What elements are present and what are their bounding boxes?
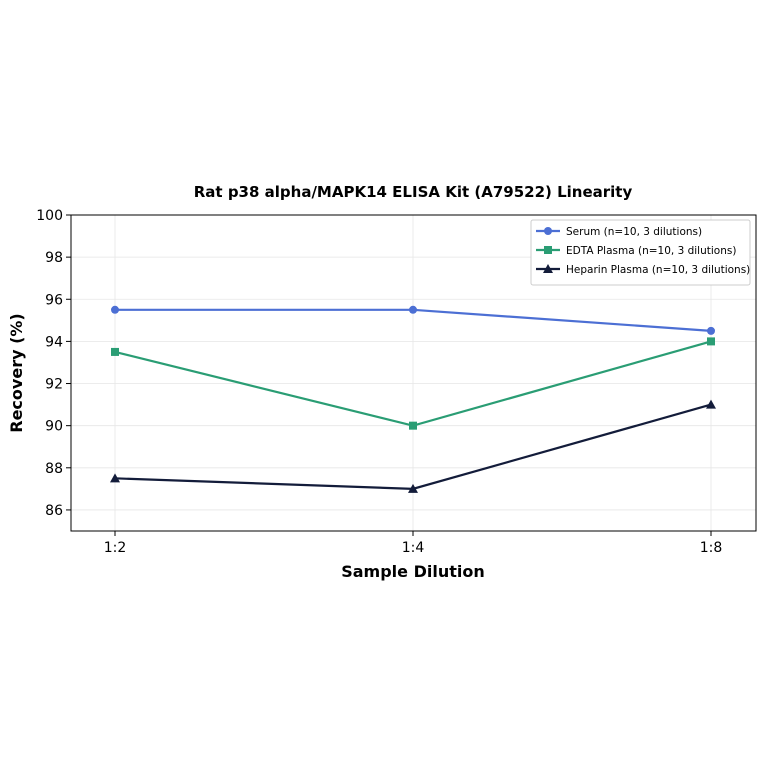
- data-point-circle: [409, 305, 417, 314]
- data-point-circle: [707, 326, 715, 335]
- y-axis-label: Recovery (%): [7, 313, 26, 432]
- legend-label: Serum (n=10, 3 dilutions): [566, 226, 702, 238]
- axis-layer: 86 88 90 92 94 96 98 100 1:2 1:4 1:8: [36, 208, 722, 556]
- legend-entry: Heparin Plasma (n=10, 3 dilutions): [536, 264, 750, 276]
- series-circle: [111, 305, 715, 335]
- x-tick-label: 1:4: [402, 540, 425, 556]
- data-point-square: [707, 337, 715, 346]
- series-triangle: [110, 399, 716, 493]
- x-tick-label: 1:2: [104, 540, 127, 556]
- data-point-triangle: [110, 473, 120, 483]
- series-square: [111, 337, 715, 430]
- y-tick-label: 92: [45, 377, 63, 393]
- y-tick-label: 86: [45, 503, 63, 519]
- x-tick-label: 1:8: [700, 540, 723, 556]
- data-point-triangle: [408, 483, 418, 493]
- y-tick-label: 98: [45, 250, 63, 266]
- data-point-triangle: [543, 264, 553, 273]
- y-tick-label: 90: [45, 419, 63, 435]
- y-tick-label: 100: [36, 208, 63, 224]
- data-point-square: [544, 246, 552, 254]
- legend-box: [530, 219, 751, 286]
- series-layer: [110, 305, 716, 493]
- data-point-square: [409, 421, 417, 430]
- legend-entry: Serum (n=10, 3 dilutions): [536, 226, 702, 238]
- data-point-triangle: [706, 399, 716, 409]
- legend-entry: EDTA Plasma (n=10, 3 dilutions): [536, 245, 736, 257]
- chart-title: Rat p38 alpha/MAPK14 ELISA Kit (A79522) …: [194, 183, 633, 201]
- y-tick-label: 96: [45, 292, 63, 308]
- data-point-circle: [111, 305, 119, 314]
- y-tick-label: 94: [45, 334, 63, 350]
- y-tick-label: 88: [45, 461, 63, 477]
- legend-label: Heparin Plasma (n=10, 3 dilutions): [566, 264, 750, 276]
- data-point-square: [111, 347, 119, 356]
- x-axis-label: Sample Dilution: [341, 562, 485, 581]
- data-point-circle: [544, 227, 552, 235]
- legend: Serum (n=10, 3 dilutions) EDTA Plasma (n=…: [530, 219, 751, 286]
- legend-label: EDTA Plasma (n=10, 3 dilutions): [566, 245, 736, 257]
